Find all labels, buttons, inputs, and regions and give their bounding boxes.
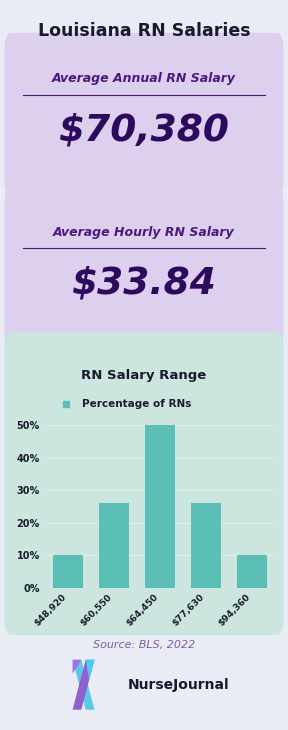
Text: Louisiana RN Salaries: Louisiana RN Salaries <box>38 23 250 40</box>
FancyBboxPatch shape <box>4 332 284 635</box>
FancyBboxPatch shape <box>4 33 284 197</box>
Text: $33.84: $33.84 <box>71 266 217 301</box>
Bar <box>191 503 221 588</box>
Polygon shape <box>73 660 94 710</box>
Text: Source: BLS, 2022: Source: BLS, 2022 <box>93 639 195 650</box>
FancyBboxPatch shape <box>4 186 284 350</box>
Bar <box>237 555 267 588</box>
Text: Average Annual RN Salary: Average Annual RN Salary <box>52 72 236 85</box>
Polygon shape <box>86 660 94 679</box>
Text: Average Hourly RN Salary: Average Hourly RN Salary <box>53 226 235 239</box>
Text: $70,380: $70,380 <box>58 112 230 148</box>
Text: Percentage of RNs: Percentage of RNs <box>82 399 192 409</box>
Text: NurseJournal: NurseJournal <box>128 677 229 692</box>
Polygon shape <box>73 660 94 710</box>
Bar <box>53 555 83 588</box>
Bar <box>145 425 175 588</box>
Text: RN Salary Range: RN Salary Range <box>82 369 206 383</box>
Bar <box>99 503 129 588</box>
Polygon shape <box>73 660 81 674</box>
